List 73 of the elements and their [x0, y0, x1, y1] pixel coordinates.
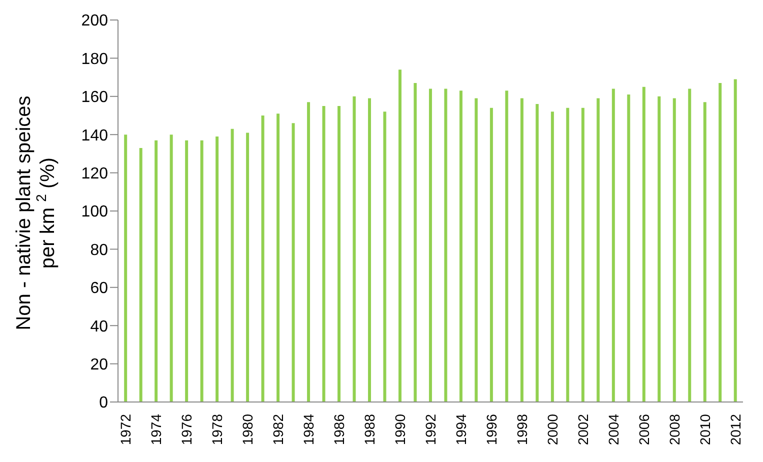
x-tick-label: 2008	[666, 414, 682, 446]
bar	[444, 88, 448, 402]
bar	[154, 140, 158, 402]
x-tick-label: 1972	[118, 414, 134, 446]
x-tick-label: 1988	[362, 414, 378, 446]
bar	[276, 114, 280, 402]
x-tick-label: 1978	[209, 414, 226, 446]
x-tick-label: 2010	[696, 414, 713, 446]
bar	[428, 88, 432, 402]
bar	[398, 70, 402, 402]
y-tick-label: 160	[81, 89, 108, 106]
bar	[292, 123, 295, 402]
bar	[490, 108, 493, 402]
y-tick-label: 0	[99, 394, 108, 412]
x-tick-label: 2000	[544, 414, 560, 446]
x-tick-label: 1984	[300, 414, 317, 446]
y-tick-label: 80	[90, 242, 108, 259]
bar	[642, 86, 646, 402]
bar	[170, 134, 173, 402]
bar	[246, 132, 250, 402]
bar	[307, 102, 310, 402]
bar	[536, 104, 539, 402]
bar	[734, 79, 737, 402]
y-tick-label: 180	[81, 50, 108, 68]
x-tick-label: 2012	[727, 414, 744, 446]
bar	[383, 112, 386, 402]
bar	[261, 116, 264, 402]
bar	[414, 83, 417, 402]
bar	[322, 106, 326, 402]
bar	[566, 108, 570, 402]
bar	[627, 94, 630, 402]
x-tick-label: 2006	[636, 414, 652, 446]
bar	[230, 128, 234, 402]
bar	[338, 106, 341, 402]
y-tick-label: 200	[81, 12, 108, 30]
bar	[139, 148, 142, 402]
bar	[718, 83, 722, 402]
bar	[124, 134, 128, 402]
bar	[520, 98, 524, 402]
bar	[672, 98, 676, 402]
x-tick-label: 1996	[483, 414, 500, 446]
y-tick-label: 140	[81, 127, 108, 144]
y-tick-label: 40	[90, 318, 108, 336]
x-tick-label: 1974	[148, 414, 164, 446]
x-tick-label: 2002	[574, 414, 591, 446]
bar	[658, 96, 661, 402]
y-tick-label: 120	[81, 165, 108, 182]
x-tick-label: 1980	[240, 414, 256, 446]
x-tick-label: 1994	[452, 414, 469, 446]
bar	[474, 98, 478, 402]
bar	[703, 102, 706, 402]
bar	[352, 96, 356, 402]
bar	[368, 98, 371, 402]
x-tick-label: 1986	[331, 414, 348, 446]
y-tick-label: 100	[81, 204, 108, 221]
bar	[612, 88, 615, 402]
bar	[459, 90, 462, 402]
bar	[216, 136, 219, 402]
bar	[688, 88, 692, 402]
y-tick-label: 20	[90, 356, 108, 374]
bar	[596, 98, 600, 402]
x-tick-label: 2004	[605, 414, 622, 446]
x-tick-label: 1982	[270, 414, 286, 446]
bar	[581, 108, 584, 402]
bar	[185, 140, 188, 402]
y-tick-label: 60	[90, 280, 108, 298]
bar	[505, 90, 508, 402]
x-tick-label: 1976	[178, 414, 195, 446]
x-tick-label: 1998	[514, 414, 530, 446]
bar	[550, 112, 554, 402]
bar	[200, 140, 204, 402]
x-tick-label: 1990	[392, 414, 408, 446]
x-tick-label: 1992	[422, 414, 438, 446]
